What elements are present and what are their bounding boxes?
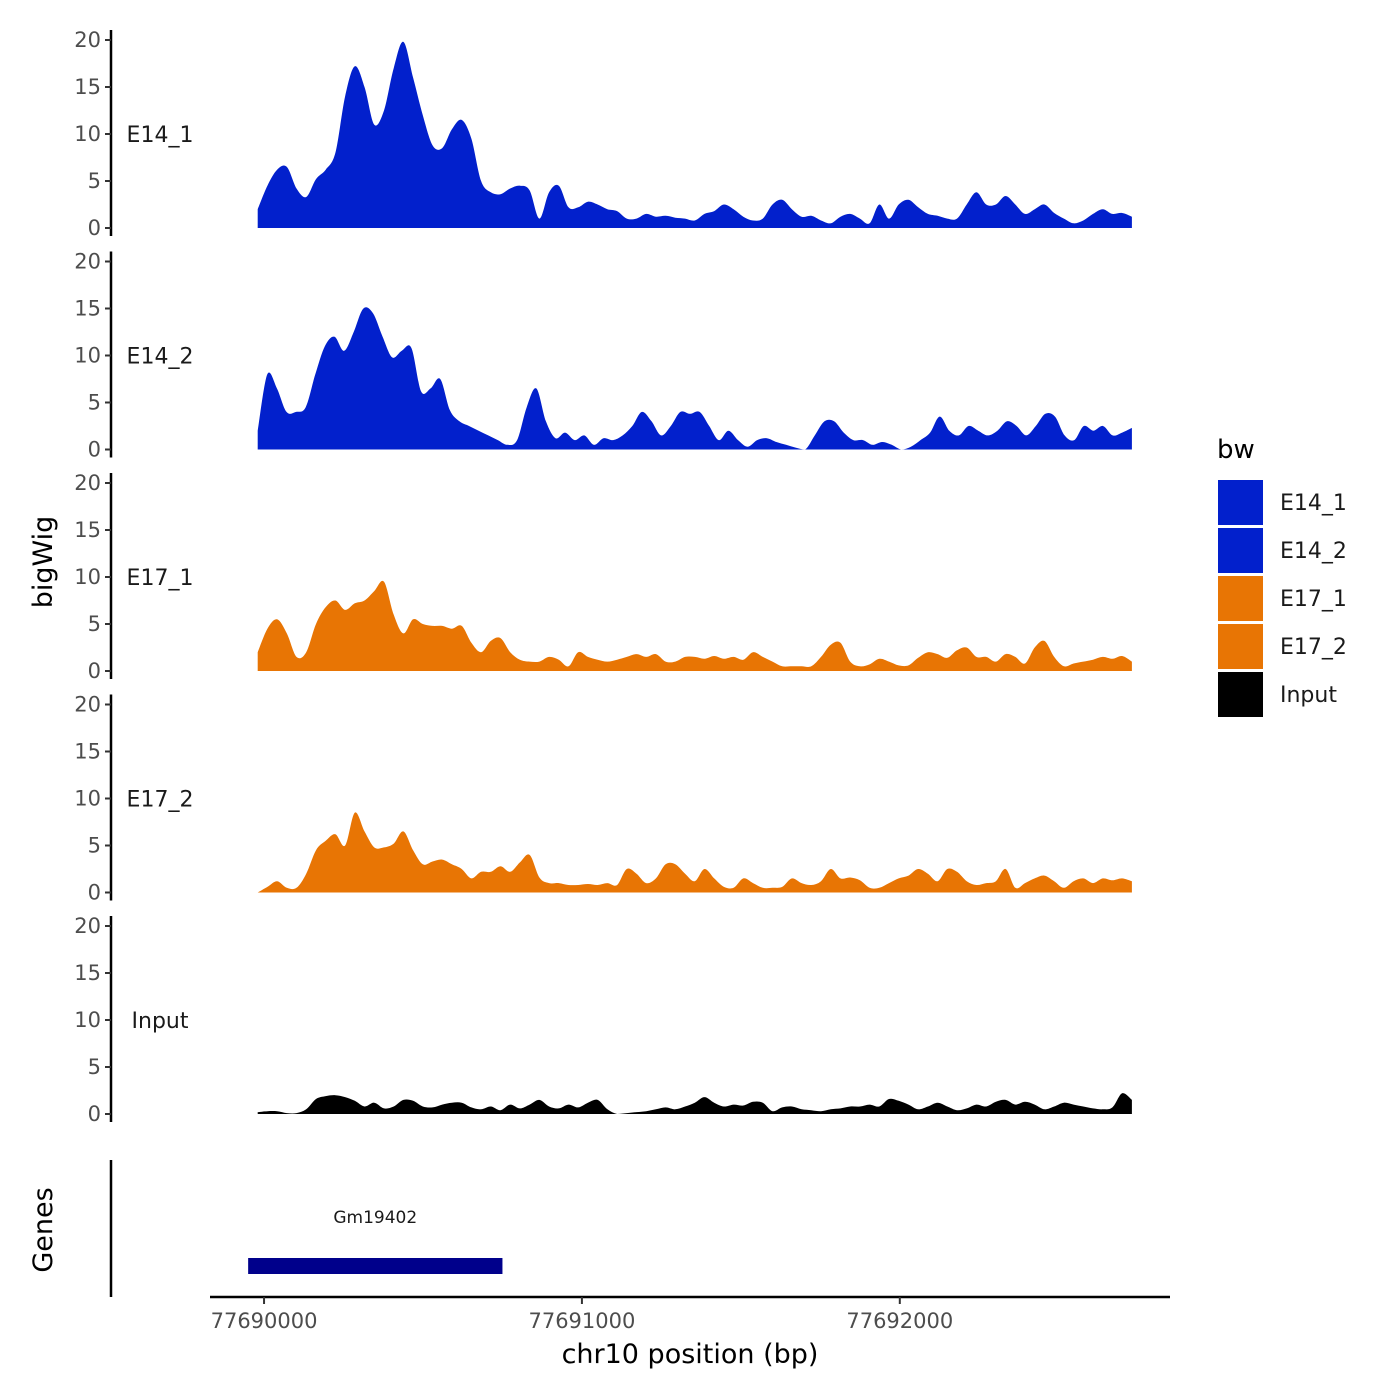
track-panels: 05101520E14_105101520E14_205101520E17_10… [74,28,1132,1126]
y-tick-label: 5 [88,612,101,636]
y-tick-label: 20 [74,28,101,52]
legend-swatch [1218,672,1263,717]
y-tick-label: 0 [88,1102,101,1126]
y-tick-label: 15 [74,740,101,764]
track-panel-e17-2: 0 5 10 15 20 E17_2 [74,693,1132,905]
legend-swatch [1218,480,1263,525]
track-panel-e14-2: 0 5 10 15 20 E14_2 [74,250,1132,462]
x-tick-label: 77692000 [846,1309,953,1333]
y-tick-label: 10 [74,344,101,368]
track-panel-input: 0 5 10 15 20 Input [74,914,1132,1126]
x-tick-label: 77690000 [211,1309,318,1333]
area-series-input [257,1093,1132,1114]
track-panel-e17-1: 0 5 10 15 20 E17_1 [74,471,1132,683]
y-tick-label: 10 [74,122,101,146]
y-tick-label: 15 [74,75,101,99]
y-tick-label: 5 [88,391,101,415]
y-tick-label: 20 [74,250,101,274]
legend-label: E17_1 [1280,587,1347,612]
y-tick-label: 0 [88,659,101,683]
legend-label: E17_2 [1280,635,1347,660]
y-tick-label: 15 [74,518,101,542]
gene-marks: Gm19402 [248,1208,503,1274]
y-tick-label: 10 [74,1008,101,1032]
y-tick-label: 15 [74,297,101,321]
x-axis-title: chr10 position (bp) [562,1339,819,1370]
legend-title: bw [1217,435,1255,465]
track-label: E14_2 [127,345,194,370]
y-tick-label: 5 [88,169,101,193]
y-tick-label: 20 [74,471,101,495]
y-axis-title: bigWig [28,516,59,609]
x-tick-label: 77691000 [528,1309,635,1333]
legend-label: E14_2 [1280,539,1347,564]
track-label: Input [132,1009,189,1034]
y-tick-label: 15 [74,961,101,985]
legend-items: E14_1 E14_2 E17_1 E17_2 Input [1218,480,1347,717]
y-tick-label: 5 [88,834,101,858]
x-axis-ticks: 77690000 77691000 77692000 [211,1297,953,1333]
area-series-e17-2 [257,812,1132,893]
legend-swatch [1218,528,1263,573]
area-series-e14-1 [257,41,1132,229]
y-tick-label: 0 [88,216,101,240]
y-tick-label: 0 [88,881,101,905]
area-series-e14-2 [257,307,1132,450]
y-tick-label: 10 [74,565,101,589]
legend-swatch [1218,624,1263,669]
y-tick-label: 20 [74,693,101,717]
track-label: E17_2 [127,788,194,813]
genes-axis-title: Genes [28,1187,59,1272]
genes-panel: Genes Gm19402 [28,1160,503,1297]
legend: bw E14_1 E14_2 E17_1 E17_2 Input [1217,435,1347,717]
track-label: E14_1 [127,123,194,148]
track-label: E17_1 [127,566,194,591]
gene-bar [248,1258,503,1274]
y-tick-label: 0 [88,438,101,462]
y-tick-label: 20 [74,914,101,938]
y-tick-label: 5 [88,1055,101,1079]
track-panel-e14-1: 0 5 10 15 20 E14_1 [74,28,1132,240]
gene-label: Gm19402 [333,1208,417,1228]
x-axis: 77690000 77691000 77692000 chr10 position … [210,1295,1170,1370]
legend-label: E14_1 [1280,491,1347,516]
y-tick-label: 10 [74,787,101,811]
area-series-e17-1 [257,580,1132,671]
legend-swatch [1218,576,1263,621]
legend-label: Input [1280,683,1337,708]
